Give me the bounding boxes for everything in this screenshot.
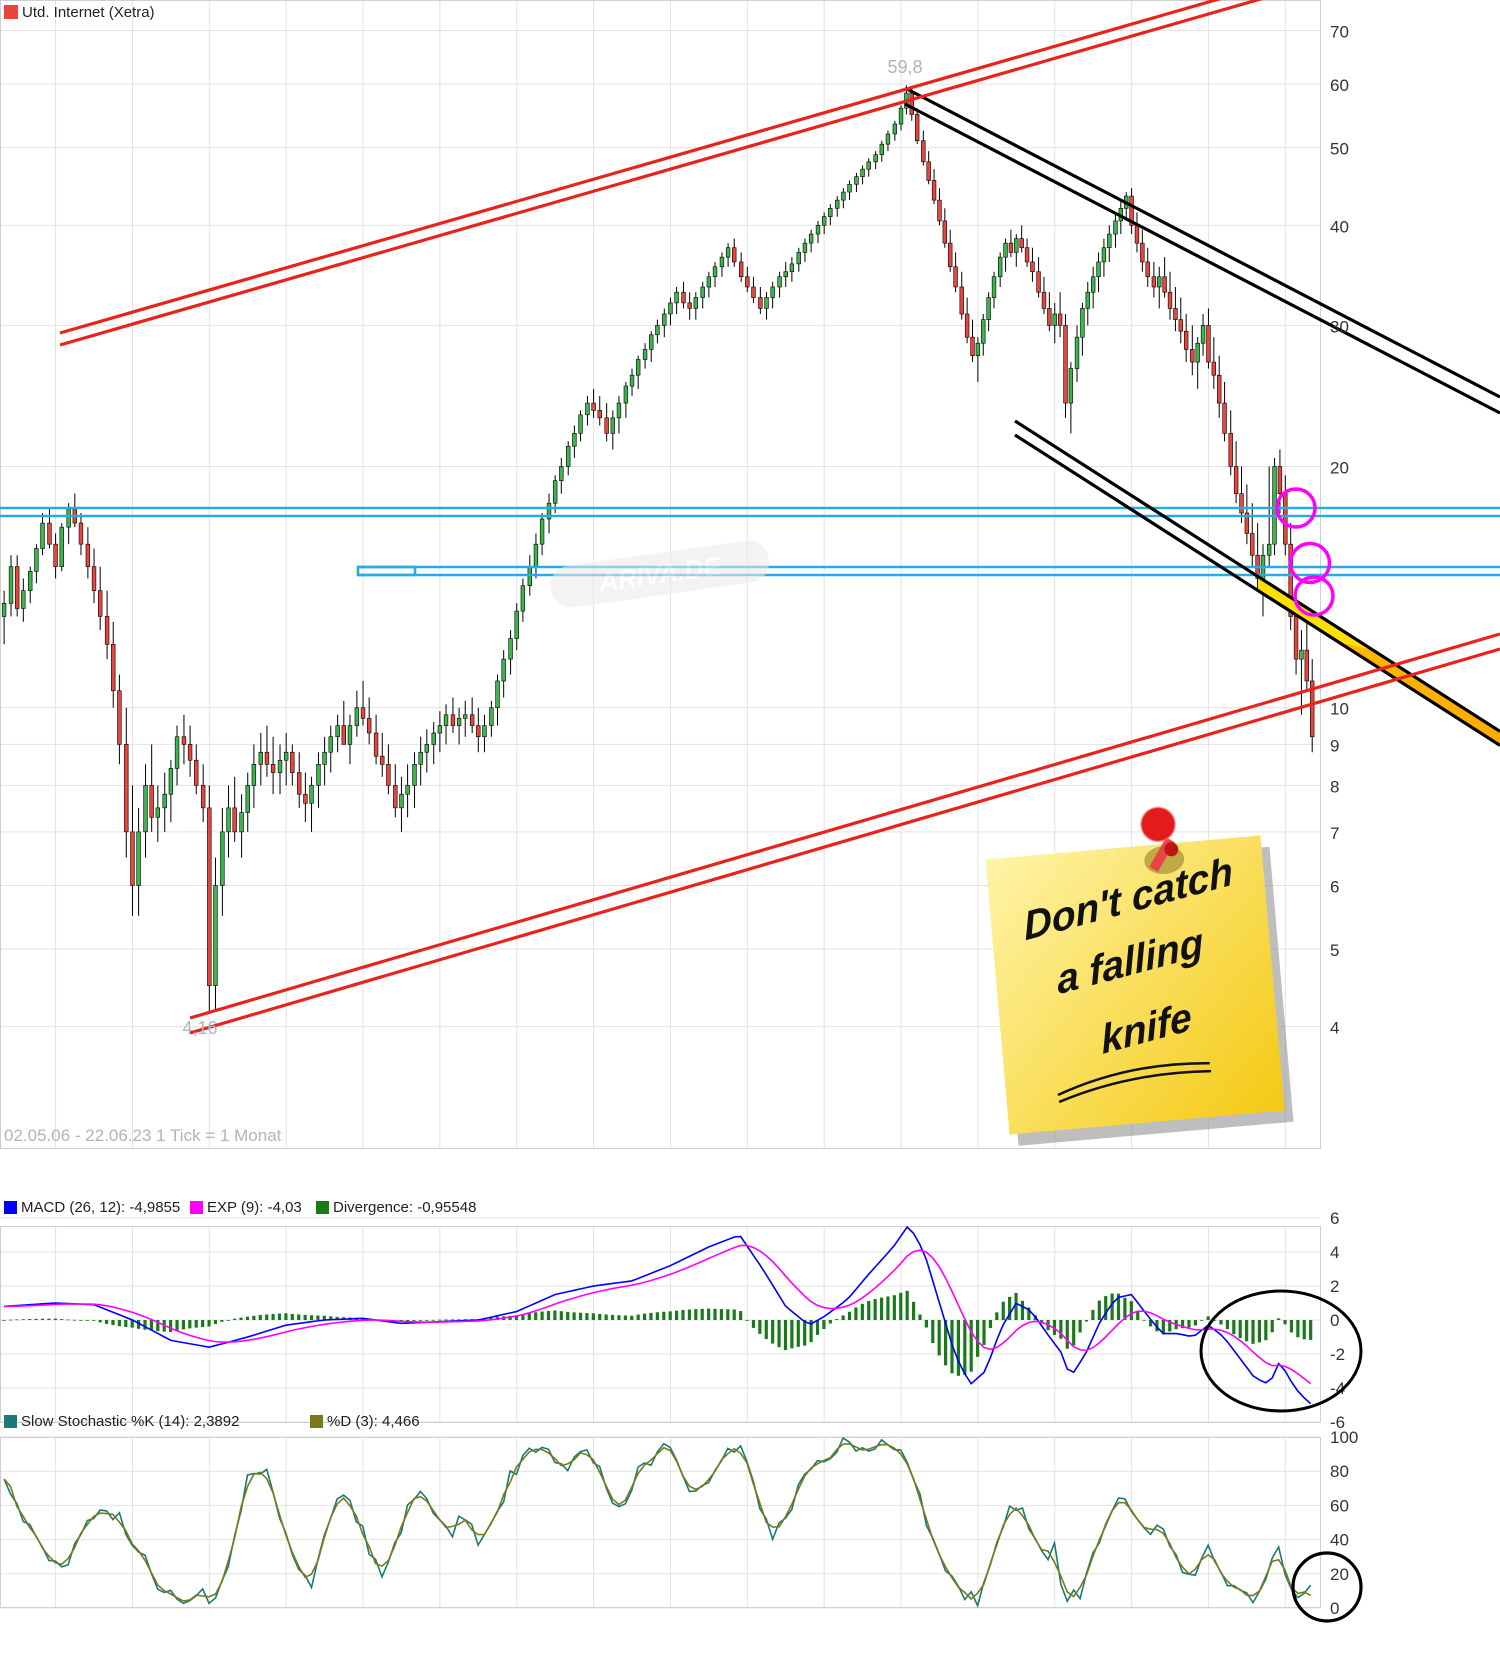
svg-text:40: 40	[1330, 1531, 1349, 1550]
svg-text:Slow Stochastic %K (14): 2,389: Slow Stochastic %K (14): 2,3892	[21, 1413, 239, 1430]
svg-text:100: 100	[1330, 1428, 1358, 1447]
svg-text:20: 20	[1330, 1565, 1349, 1584]
svg-text:60: 60	[1330, 1496, 1349, 1515]
svg-text:%D (3): 4,466: %D (3): 4,466	[327, 1413, 420, 1430]
svg-text:0: 0	[1330, 1599, 1339, 1618]
svg-text:80: 80	[1330, 1462, 1349, 1481]
